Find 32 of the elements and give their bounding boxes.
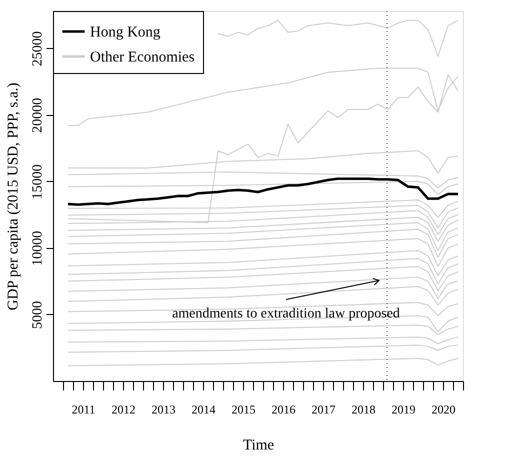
line-series <box>68 276 458 299</box>
line-series <box>68 286 458 306</box>
x-tick-label: 2014 <box>192 402 216 416</box>
x-tick-label: 2018 <box>352 402 376 416</box>
y-tick-label: 20000 <box>30 98 46 133</box>
legend-label: Other Economies <box>90 50 195 66</box>
line-series <box>68 358 458 366</box>
y-tick-label: 25000 <box>30 31 46 66</box>
line-series <box>68 344 458 353</box>
x-tick-label: 2017 <box>312 402 336 416</box>
x-tick-label: 2012 <box>112 402 136 416</box>
x-tick-label: 2020 <box>432 402 456 416</box>
x-tick-label: 2013 <box>152 402 176 416</box>
x-tick-label: 2011 <box>72 402 96 416</box>
legend-label: Hong Kong <box>90 24 161 40</box>
line-series <box>68 216 458 242</box>
line-series <box>218 20 458 57</box>
line-series <box>68 238 458 268</box>
line-series <box>68 336 458 344</box>
line-series <box>66 177 460 206</box>
line-series <box>68 266 458 291</box>
y-tick-label: 10000 <box>30 230 46 266</box>
y-tick-label: 15000 <box>30 164 46 200</box>
line-series <box>68 258 458 284</box>
x-tick-label: 2019 <box>392 402 416 416</box>
y-axis-title: GDP per capita (2015 USD, PPP, s.a.) <box>6 82 22 310</box>
annotation: amendments to extradition law proposed <box>172 306 400 322</box>
line-series <box>68 250 458 276</box>
y-tick-label: 5000 <box>30 300 46 329</box>
x-tick-label: 2016 <box>272 402 296 416</box>
x-axis-title: Time <box>242 438 274 454</box>
x-tick-label: 2015 <box>232 402 256 416</box>
